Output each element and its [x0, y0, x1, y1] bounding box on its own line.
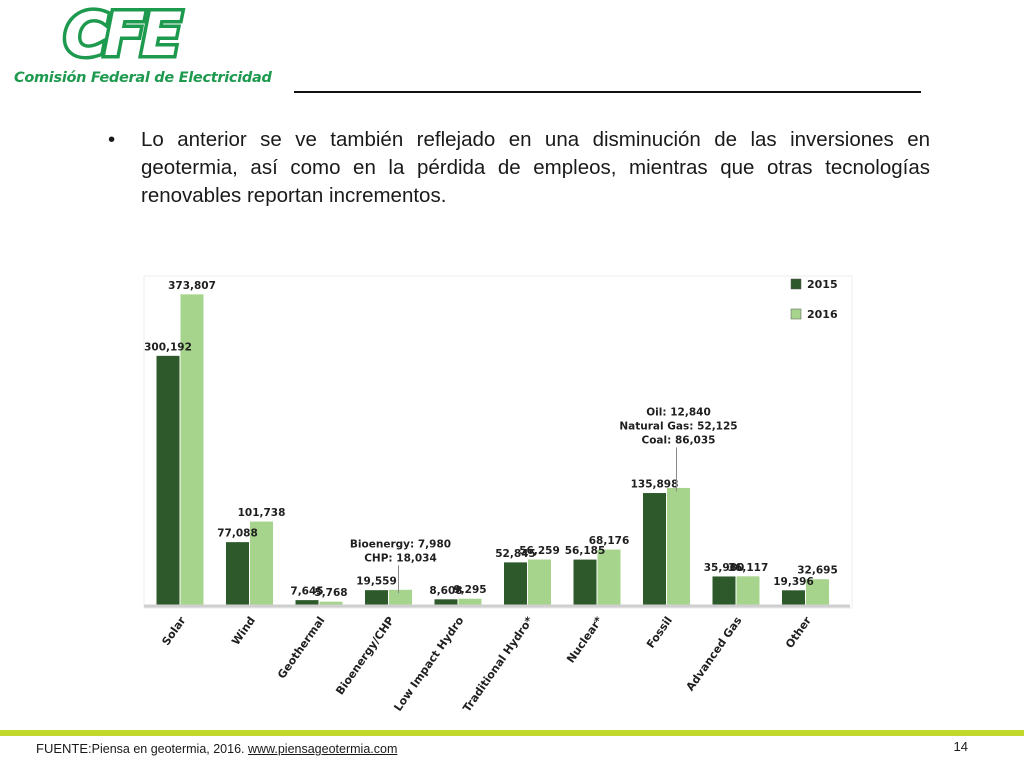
data-label-2015-3: 19,559: [356, 576, 397, 588]
bar-2015-0: [155, 354, 181, 607]
bar-2016-5: [527, 558, 552, 607]
category-label-4: Low Impact Hydro: [391, 614, 466, 714]
annotation-0-line-1: CHP: 18,034: [364, 552, 437, 564]
data-label-2015-1: 77,088: [217, 528, 258, 540]
category-label-9: Other: [783, 614, 814, 651]
data-label-2015-8: 35,980: [704, 562, 745, 574]
legend-label-2016: 2016: [807, 308, 838, 321]
data-label-2016-0: 373,807: [168, 280, 216, 292]
bar-2015-8: [711, 575, 737, 607]
data-label-2015-9: 19,396: [773, 576, 814, 588]
bar-2016-7: [666, 486, 691, 607]
data-label-2016-1: 101,738: [238, 507, 286, 519]
legend-swatch-2015: [790, 278, 802, 290]
bar-2016-3: [388, 588, 413, 607]
header-divider: [294, 91, 921, 93]
data-label-2015-5: 52,845: [495, 548, 536, 560]
category-label-3: Bioenergy/CHP: [333, 614, 397, 697]
bar-2016-9: [805, 578, 830, 607]
bars-layer: [144, 293, 850, 608]
data-label-2015-0: 300,192: [144, 341, 192, 353]
source-lead: FUENTE:: [36, 741, 92, 756]
data-label-2016-2: 5,768: [314, 587, 347, 599]
annotation-1-line-0: Oil: 12,840: [646, 406, 711, 418]
cfe-logo-subtitle: Comisión Federal de Electricidad: [14, 70, 272, 86]
annotation-1-line-2: Coal: 86,035: [642, 434, 716, 446]
data-label-2015-4: 8,608: [429, 585, 462, 597]
data-label-2015-7: 135,898: [631, 479, 679, 491]
category-label-6: Nuclear*: [564, 614, 605, 665]
bullet-paragraph: • Lo anterior se ve también reflejado en…: [108, 126, 930, 210]
bullet-marker: •: [108, 128, 116, 151]
data-label-2016-4: 9,295: [453, 584, 486, 596]
bullet-text: Lo anterior se ve también reflejado en u…: [141, 128, 930, 207]
page-number: 14: [953, 739, 968, 754]
bar-2015-7: [642, 492, 667, 607]
annotation-1-line-1: Natural Gas: 52,125: [619, 420, 737, 432]
footer-accent-bar: [0, 730, 1024, 736]
category-label-2: Geothermal: [275, 614, 327, 681]
bar-2015-5: [503, 561, 528, 607]
data-label-2015-6: 56,185: [565, 545, 606, 557]
category-label-5: Traditional Hydro*: [460, 614, 536, 714]
data-label-2016-5: 56,259: [519, 545, 560, 557]
legend: 2015 2016: [790, 278, 838, 321]
category-label-8: Advanced Gas: [684, 614, 745, 693]
data-label-2015-2: 7,645: [290, 586, 323, 598]
source-citation: FUENTE:Piensa en geotermia, 2016. www.pi…: [36, 741, 397, 756]
source-text: Piensa en geotermia, 2016.: [91, 742, 248, 756]
annotation-0-line-0: Bioenergy: 7,980: [350, 538, 451, 550]
data-label-2016-6: 68,176: [589, 535, 630, 547]
category-label-0: Solar: [159, 614, 188, 648]
bar-2015-1: [225, 541, 250, 607]
category-label-1: Wind: [229, 614, 258, 647]
category-label-7: Fossil: [644, 614, 675, 650]
cfe-logo-mark: CFE: [60, 0, 185, 70]
bar-2015-3: [364, 589, 389, 607]
legend-swatch-2016: [790, 308, 802, 320]
bar-2016-8: [735, 575, 761, 607]
bar-2015-9: [781, 589, 806, 607]
source-link[interactable]: www.piensageotermia.com: [247, 742, 398, 756]
data-label-2016-8: 36,117: [728, 562, 769, 574]
cfe-logo: CFE Comisión Federal de Electricidad: [0, 0, 272, 98]
bar-2015-6: [572, 558, 598, 607]
data-label-2016-9: 32,695: [797, 565, 838, 577]
bar-2016-6: [596, 548, 622, 607]
legend-label-2015: 2015: [807, 278, 838, 291]
